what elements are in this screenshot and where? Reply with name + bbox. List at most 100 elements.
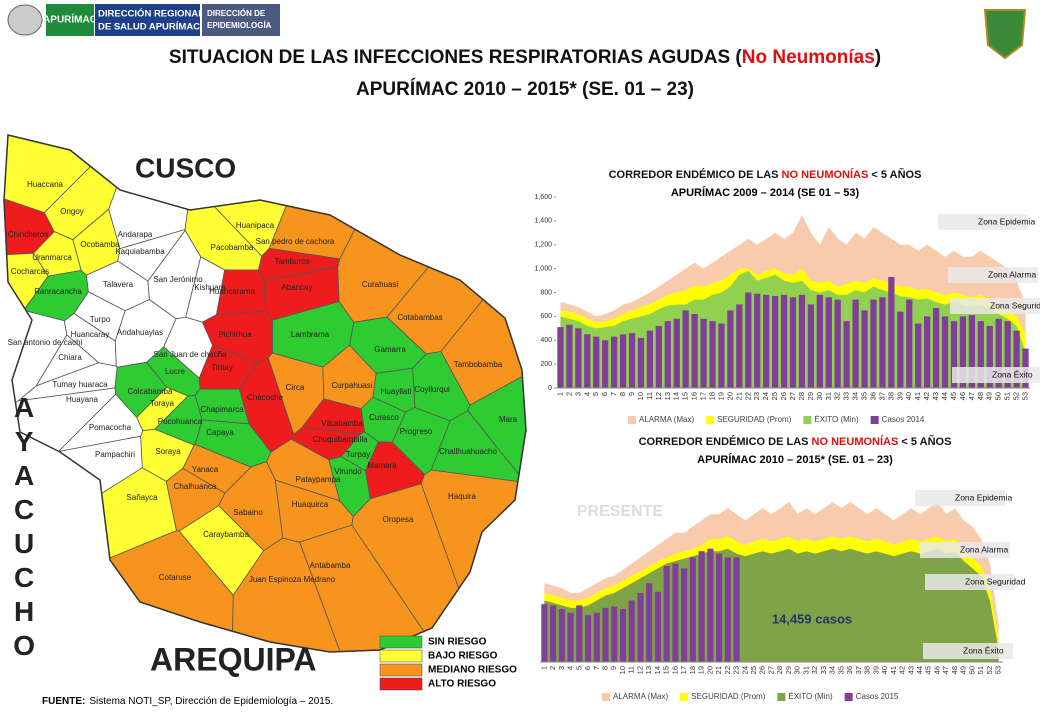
- x-tick-label: 50: [967, 666, 976, 674]
- legend-swatch: [602, 693, 610, 701]
- bar: [566, 324, 573, 388]
- footer: FUENTE: Sistema NOTI_SP, Dirección de Epi…: [42, 696, 333, 707]
- x-tick-label: 52: [985, 666, 994, 674]
- title-part: No Neumonías: [742, 47, 875, 68]
- x-tick-label: 33: [842, 392, 851, 400]
- org-text: DIRECCIÓN DE: [207, 9, 266, 18]
- legend-label: Casos 2014: [882, 415, 925, 424]
- x-tick-label: 47: [967, 392, 976, 400]
- x-tick-label: 2: [564, 392, 573, 396]
- district-label: Challhuahuacho: [439, 447, 497, 456]
- bar: [798, 294, 806, 388]
- x-tick-label: 26: [779, 392, 788, 400]
- x-tick-label: 22: [723, 666, 732, 674]
- district-label: Chalhuanca: [174, 482, 217, 491]
- x-tick-label: 7: [609, 392, 618, 396]
- legend-label: ALTO RIESGO: [428, 679, 496, 690]
- map: Huaccana Ongoy Chincheros Ocobamba Uranmarca…: [3, 134, 527, 691]
- x-tick-label: 44: [940, 392, 949, 400]
- bar: [672, 563, 679, 662]
- bar: [843, 321, 850, 388]
- x-tick-label: 40: [904, 392, 913, 400]
- x-tick-label: 47: [941, 666, 950, 674]
- district-label: San Juan de chacña: [154, 350, 227, 359]
- district-label: Huayllati: [381, 387, 412, 396]
- x-tick-label: 50: [994, 392, 1003, 400]
- x-tick-label: 25: [770, 392, 779, 400]
- x-tick-label: 4: [566, 666, 575, 670]
- bar: [637, 593, 644, 662]
- x-tick-label: 15: [662, 666, 671, 674]
- zone-box: [938, 214, 1028, 230]
- district-label: Mamara: [367, 461, 397, 470]
- x-tick-label: 20: [705, 666, 714, 674]
- footer-text: Sistema NOTI_SP, Dirección de Epidemiolo…: [89, 696, 333, 707]
- district-label: Juan Espinoza Medrano: [249, 575, 336, 584]
- x-tick-label: 30: [793, 666, 802, 674]
- district-label: Andarapa: [118, 230, 153, 239]
- bar: [986, 325, 993, 388]
- bar: [637, 337, 645, 388]
- x-tick-label: 34: [828, 666, 837, 674]
- x-tick-label: 32: [833, 392, 842, 400]
- x-tick-label: 29: [806, 392, 815, 400]
- district-label: Soraya: [155, 447, 181, 456]
- x-tick-label: 14: [653, 666, 662, 674]
- legend-swatch: [379, 663, 423, 677]
- chart-subtitle: APURÍMAC 2010 – 2015* (SE. 01 – 23): [697, 453, 893, 466]
- bar: [654, 591, 661, 662]
- charts: CORREDOR ENDÉMICO DE LAS NO NEUMONÍAS < …: [534, 168, 1040, 701]
- bar: [567, 612, 574, 662]
- bar: [724, 557, 731, 662]
- x-tick-label: 18: [707, 392, 716, 400]
- org-box: [202, 4, 280, 36]
- x-tick-label: 12: [654, 392, 663, 400]
- bar: [700, 318, 707, 388]
- district-label: Vilcabamba: [321, 419, 363, 428]
- title-part: NO NEUMONÍAS: [782, 168, 869, 181]
- x-tick-label: 42: [922, 392, 931, 400]
- bar: [932, 308, 940, 388]
- title-part: ): [875, 47, 881, 68]
- x-tick-label: 45: [949, 392, 958, 400]
- district-label: Progreso: [400, 427, 433, 436]
- chart-title: CORREDOR ENDÉMICO DE LAS NO NEUMONÍAS < …: [639, 435, 952, 448]
- district-label: Cotaruse: [159, 573, 192, 582]
- zone-label: Zona Alarma: [988, 269, 1036, 279]
- x-tick-label: 5: [574, 666, 583, 670]
- district-label: Curpahuasi: [332, 381, 373, 390]
- x-tick-label: 39: [871, 666, 880, 674]
- x-tick-label: 27: [766, 666, 775, 674]
- x-tick-label: 6: [583, 666, 592, 670]
- legend-label: ÉXITO (Min): [814, 415, 859, 424]
- x-tick-label: 41: [913, 392, 922, 400]
- bar: [628, 333, 636, 388]
- bar: [763, 294, 770, 388]
- x-tick-label: 40: [880, 666, 889, 674]
- x-tick-label: 9: [627, 392, 636, 396]
- bar: [1013, 330, 1020, 388]
- legend-label: SEGURIDAD (Prom): [691, 692, 766, 701]
- x-tick-label: 20: [725, 392, 734, 400]
- zone-box: [952, 367, 1040, 383]
- x-tick-label: 12: [635, 666, 644, 674]
- bar: [681, 568, 688, 662]
- x-tick-label: 3: [557, 666, 566, 670]
- x-tick-label: 51: [1003, 392, 1012, 400]
- x-tick-label: 24: [761, 392, 770, 400]
- legend-swatch: [379, 635, 423, 649]
- district-label: Huancarama: [209, 287, 255, 296]
- x-tick-label: 46: [958, 392, 967, 400]
- bar: [771, 296, 779, 388]
- x-tick-label: 13: [644, 666, 653, 674]
- district-label: Tumay huaraca: [52, 380, 108, 389]
- bar: [646, 583, 653, 662]
- present-label: PRESENTE: [577, 503, 664, 520]
- legend-label: SEGURIDAD (Prom): [717, 415, 792, 424]
- y-tick-label: 0: [548, 385, 552, 392]
- x-tick-label: 29: [784, 666, 793, 674]
- x-tick-label: 22: [743, 392, 752, 400]
- bar: [541, 604, 548, 662]
- district-label: Mara: [499, 415, 518, 424]
